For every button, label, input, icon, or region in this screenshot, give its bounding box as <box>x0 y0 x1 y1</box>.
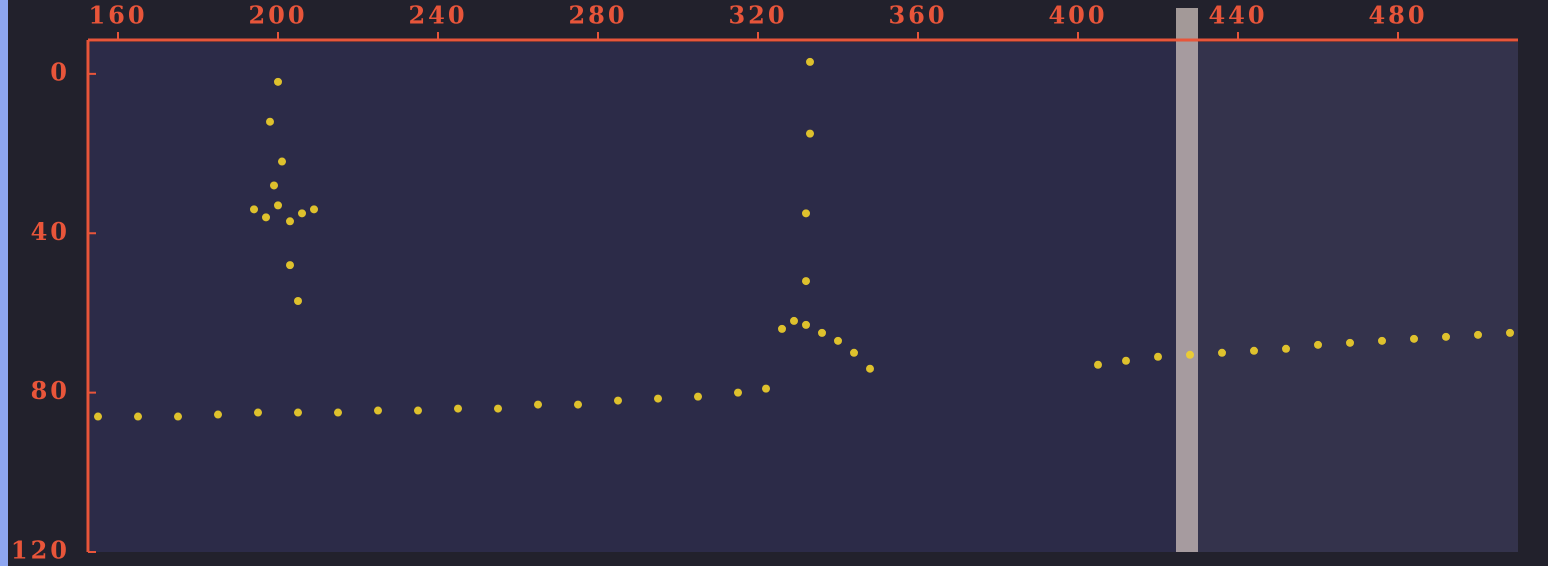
point <box>790 317 798 325</box>
point <box>818 329 826 337</box>
point <box>334 409 342 417</box>
point <box>278 158 286 166</box>
point <box>414 407 422 415</box>
point <box>762 385 770 393</box>
point <box>806 58 814 66</box>
point <box>1186 351 1194 359</box>
point <box>214 411 222 419</box>
point <box>254 409 262 417</box>
point <box>1122 357 1130 365</box>
point <box>94 413 102 421</box>
y-tick-label: 80 <box>31 376 70 405</box>
point <box>1442 333 1450 341</box>
point <box>694 393 702 401</box>
y-tick-label: 0 <box>50 57 70 86</box>
x-tick-label: 440 <box>1208 1 1267 30</box>
point <box>1314 341 1322 349</box>
point <box>286 261 294 269</box>
point <box>1378 337 1386 345</box>
point <box>1410 335 1418 343</box>
point <box>778 325 786 333</box>
chart: 160 200 240 280 320 360 400 440 480 0 40 80 120 <box>0 0 1548 566</box>
point <box>374 407 382 415</box>
point <box>270 181 278 189</box>
scan-band <box>1176 8 1198 552</box>
point <box>274 78 282 86</box>
x-tick-label: 240 <box>408 1 467 30</box>
point <box>614 397 622 405</box>
x-tick-label: 200 <box>248 1 307 30</box>
point <box>1094 361 1102 369</box>
point <box>266 118 274 126</box>
y-tick-label: 40 <box>31 217 70 246</box>
x-tick-label: 280 <box>568 1 627 30</box>
x-tick-label: 160 <box>88 1 147 30</box>
point <box>250 205 258 213</box>
y-tick-label: 120 <box>11 536 70 565</box>
point <box>134 413 142 421</box>
x-tick-label: 480 <box>1368 1 1427 30</box>
x-tick-label: 360 <box>888 1 947 30</box>
point <box>494 405 502 413</box>
point <box>574 401 582 409</box>
point <box>262 213 270 221</box>
point <box>1250 347 1258 355</box>
point <box>1154 353 1162 361</box>
point <box>1474 331 1482 339</box>
point <box>866 365 874 373</box>
point <box>174 413 182 421</box>
point <box>286 217 294 225</box>
point <box>1282 345 1290 353</box>
point <box>1506 329 1514 337</box>
point <box>802 277 810 285</box>
point <box>734 389 742 397</box>
point <box>310 205 318 213</box>
point <box>834 337 842 345</box>
point <box>802 209 810 217</box>
edge-strip <box>0 0 8 566</box>
point <box>654 395 662 403</box>
point <box>806 130 814 138</box>
x-tick-label: 400 <box>1048 1 1107 30</box>
point <box>294 409 302 417</box>
point <box>1218 349 1226 357</box>
point <box>850 349 858 357</box>
point <box>298 209 306 217</box>
point <box>802 321 810 329</box>
point <box>1346 339 1354 347</box>
point <box>454 405 462 413</box>
point <box>274 201 282 209</box>
point <box>534 401 542 409</box>
point <box>294 297 302 305</box>
x-tick-label: 320 <box>728 1 787 30</box>
scan-shade <box>1198 42 1518 552</box>
